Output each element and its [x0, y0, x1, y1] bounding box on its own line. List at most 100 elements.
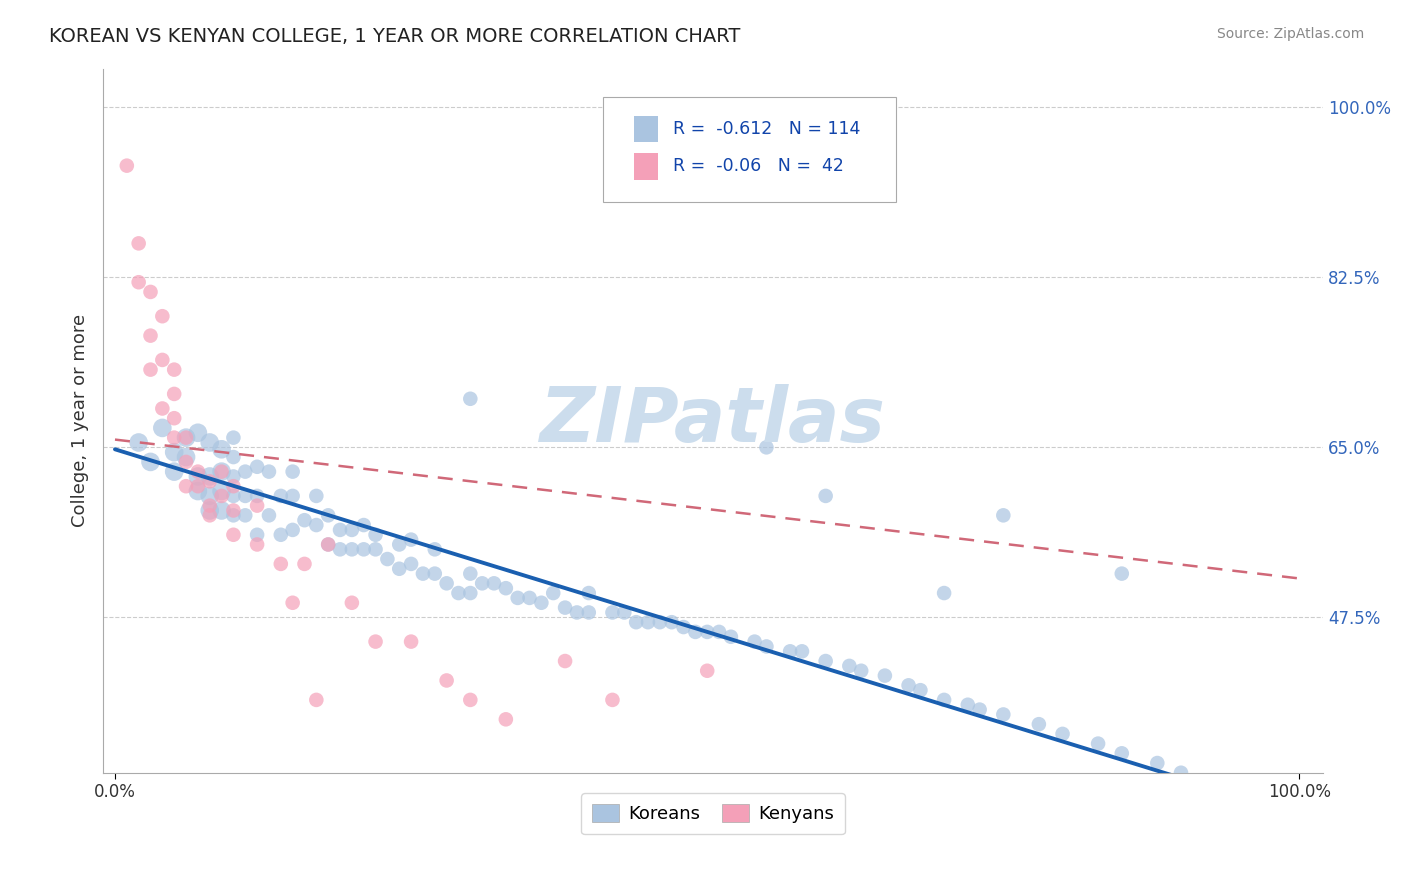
Point [1111, 747, 1133, 761]
Point [779, 644, 801, 658]
Point [932, 586, 955, 600]
Point [661, 615, 683, 630]
Point [648, 615, 671, 630]
Point [506, 591, 529, 605]
Point [460, 586, 482, 600]
Point [139, 285, 162, 299]
Text: Source: ZipAtlas.com: Source: ZipAtlas.com [1216, 27, 1364, 41]
Point [412, 566, 434, 581]
Point [115, 159, 138, 173]
Point [305, 489, 328, 503]
Point [755, 640, 778, 654]
Point [388, 562, 411, 576]
Point [932, 693, 955, 707]
Point [305, 693, 328, 707]
Point [198, 489, 221, 503]
Point [281, 523, 304, 537]
Point [578, 606, 600, 620]
Point [460, 566, 482, 581]
Point [198, 503, 221, 517]
Point [174, 431, 197, 445]
Point [602, 693, 624, 707]
Point [423, 542, 446, 557]
Point [257, 508, 280, 523]
Bar [634, 116, 658, 143]
Point [495, 581, 517, 595]
Text: ZIPatlas: ZIPatlas [540, 384, 886, 458]
Point [174, 450, 197, 464]
Point [150, 421, 173, 435]
Text: R =  -0.612   N = 114: R = -0.612 N = 114 [672, 120, 860, 138]
Point [222, 469, 245, 483]
Point [174, 455, 197, 469]
Point [1277, 805, 1299, 819]
Point [139, 455, 162, 469]
Point [150, 353, 173, 368]
Point [163, 411, 186, 425]
Point [163, 362, 186, 376]
Point [198, 435, 221, 450]
Point [814, 654, 837, 668]
Point [388, 537, 411, 551]
Point [198, 475, 221, 489]
Point [329, 542, 352, 557]
Point [233, 508, 256, 523]
Point [211, 489, 233, 503]
Point [897, 678, 920, 692]
Point [340, 596, 363, 610]
Point [222, 508, 245, 523]
Point [554, 600, 576, 615]
Point [198, 469, 221, 483]
Point [423, 566, 446, 581]
Point [436, 673, 458, 688]
Point [993, 508, 1015, 523]
Point [211, 484, 233, 499]
Point [139, 362, 162, 376]
Point [233, 489, 256, 503]
Point [340, 523, 363, 537]
Point [720, 630, 742, 644]
Point [211, 465, 233, 479]
Point [163, 387, 186, 401]
Point [198, 508, 221, 523]
Point [281, 465, 304, 479]
Point [460, 693, 482, 707]
Point [910, 683, 932, 698]
Point [187, 479, 209, 493]
Point [744, 634, 766, 648]
Point [187, 425, 209, 440]
Point [707, 624, 730, 639]
Point [163, 431, 186, 445]
Legend: Koreans, Kenyans: Koreans, Kenyans [582, 793, 845, 834]
Point [1194, 775, 1216, 789]
Point [1218, 785, 1240, 799]
Point [222, 489, 245, 503]
Point [222, 431, 245, 445]
Point [128, 435, 150, 450]
Point [482, 576, 505, 591]
FancyBboxPatch shape [603, 96, 896, 202]
Point [246, 489, 269, 503]
Point [377, 552, 399, 566]
Point [281, 596, 304, 610]
Point [128, 236, 150, 251]
Point [613, 606, 636, 620]
Point [187, 484, 209, 499]
Point [257, 465, 280, 479]
Point [211, 465, 233, 479]
Point [222, 528, 245, 542]
Point [1146, 756, 1168, 770]
Point [1111, 566, 1133, 581]
Point [755, 441, 778, 455]
Point [447, 586, 470, 600]
Point [294, 513, 316, 527]
Point [163, 465, 186, 479]
Point [436, 576, 458, 591]
Point [1253, 799, 1275, 814]
Point [685, 624, 707, 639]
Point [329, 523, 352, 537]
Point [364, 542, 387, 557]
Point [246, 537, 269, 551]
Point [565, 606, 588, 620]
Point [316, 537, 339, 551]
